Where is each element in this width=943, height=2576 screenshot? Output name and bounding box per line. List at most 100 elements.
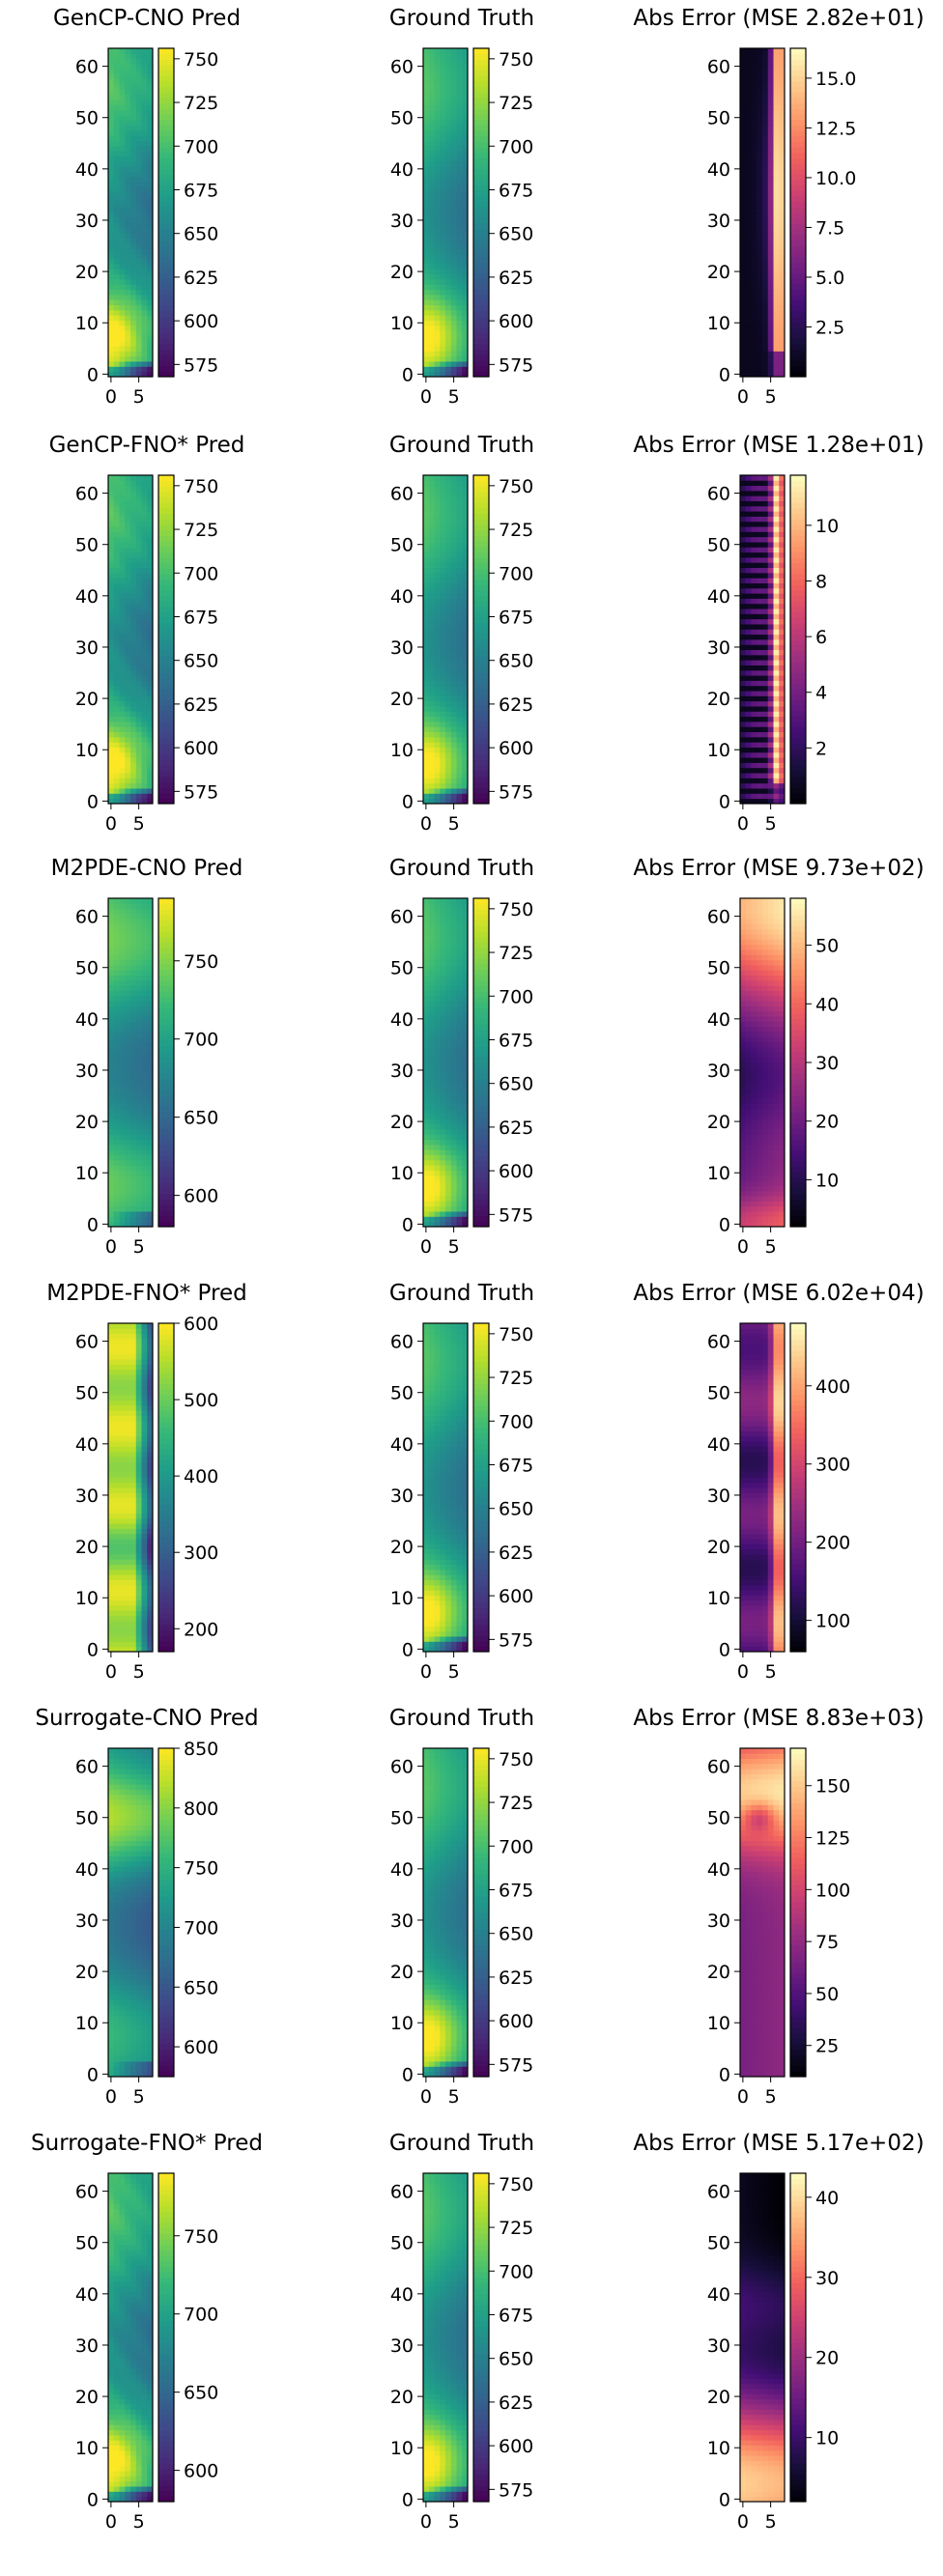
heatmap-cell — [740, 716, 747, 722]
heatmap-cell — [113, 767, 120, 774]
colorbar-segment — [158, 716, 174, 722]
heatmap-cell — [462, 1092, 469, 1099]
heatmap-cell — [745, 217, 752, 224]
heatmap-cell — [130, 1123, 137, 1130]
heatmap-cell — [147, 1190, 154, 1197]
colorbar-segment — [473, 278, 489, 285]
heatmap-cell — [745, 335, 752, 342]
heatmap-cell — [456, 773, 463, 778]
heatmap-cell — [762, 798, 769, 805]
heatmap-cell — [462, 980, 469, 986]
heatmap-cell — [434, 665, 441, 671]
heatmap-cell — [119, 603, 126, 609]
heatmap-cell — [141, 613, 148, 620]
heatmap-cell — [740, 58, 747, 65]
heatmap-cell — [450, 639, 457, 645]
heatmap-cell — [462, 778, 469, 784]
heatmap-cell — [462, 1118, 469, 1125]
heatmap-cell — [462, 94, 469, 100]
heatmap-cell — [762, 1149, 769, 1156]
heatmap-cell — [125, 629, 131, 636]
y-tick-label: 20 — [390, 1112, 414, 1133]
heatmap-cell — [423, 269, 430, 275]
y-tick-label: 10 — [707, 313, 730, 334]
heatmap-cell — [434, 788, 441, 794]
heatmap-cell — [434, 371, 441, 378]
heatmap-cell — [740, 572, 747, 579]
heatmap-cell — [450, 89, 457, 96]
heatmap-cell — [745, 557, 752, 563]
heatmap-cell — [119, 120, 126, 127]
heatmap-cell — [767, 145, 774, 152]
heatmap-cell — [745, 624, 752, 630]
heatmap-cell — [450, 1072, 457, 1079]
heatmap-cell — [762, 315, 769, 321]
colorbar-segment — [473, 1155, 489, 1162]
heatmap-cell — [125, 742, 131, 748]
heatmap-cell — [462, 182, 469, 187]
heatmap-cell — [119, 1010, 126, 1017]
heatmap-cell — [440, 731, 446, 738]
heatmap-cell — [119, 340, 126, 347]
heatmap-cell — [125, 939, 131, 946]
heatmap-frame — [422, 897, 469, 1228]
heatmap-cell — [113, 212, 120, 218]
heatmap-cell — [423, 934, 430, 940]
heatmap-cell — [135, 1190, 142, 1197]
heatmap-cell — [751, 767, 757, 774]
heatmap-cell — [434, 151, 441, 156]
heatmap-cell — [440, 135, 446, 142]
heatmap-cell — [141, 1041, 148, 1048]
heatmap-cell — [745, 94, 752, 100]
heatmap-cell — [135, 289, 142, 296]
colorbar-segment — [790, 48, 806, 55]
heatmap-cell — [740, 691, 747, 696]
heatmap-cell — [423, 1005, 430, 1012]
colorbar-segment — [158, 108, 174, 115]
heatmap-cell — [751, 572, 757, 579]
heatmap-cell — [762, 289, 769, 296]
heatmap-cell — [757, 69, 763, 74]
heatmap-cell — [456, 48, 463, 54]
heatmap-cell — [773, 99, 780, 105]
heatmap-cell — [740, 1190, 747, 1197]
colorbar-segment — [473, 628, 489, 635]
colorbar-segment — [473, 98, 489, 104]
heatmap-cell — [740, 207, 747, 213]
heatmap-cell — [767, 171, 774, 178]
heatmap-cell — [147, 335, 154, 342]
heatmap-cell — [751, 135, 757, 142]
heatmap-cell — [462, 1139, 469, 1146]
heatmap-cell — [113, 78, 120, 85]
heatmap-cell — [113, 1221, 120, 1228]
heatmap-cell — [456, 736, 463, 743]
colorbar-segment — [473, 694, 489, 700]
heatmap-cell — [745, 284, 752, 291]
colorbar-segment — [158, 114, 174, 121]
heatmap-cell — [450, 160, 457, 167]
heatmap-cell — [130, 1159, 137, 1166]
heatmap-cell — [113, 711, 120, 718]
heatmap-cell — [456, 1041, 463, 1048]
heatmap-cell — [141, 762, 148, 769]
heatmap-cell — [757, 361, 763, 367]
heatmap-cell — [147, 700, 154, 707]
colorbar-segment — [790, 256, 806, 263]
colorbar-segment — [790, 628, 806, 635]
heatmap-frame — [107, 897, 154, 1228]
heatmap-cell — [757, 156, 763, 162]
heatmap-cell — [113, 140, 120, 147]
heatmap-cell — [434, 1057, 441, 1063]
heatmap-cell — [773, 222, 780, 229]
heatmap-cell — [130, 587, 137, 594]
heatmap-cell — [456, 511, 463, 517]
colorbar-segment — [473, 1030, 489, 1036]
heatmap-cell — [762, 248, 769, 254]
heatmap-cell — [773, 598, 780, 605]
heatmap-cell — [740, 536, 747, 543]
heatmap-cell — [450, 1036, 457, 1043]
heatmap-cell — [108, 521, 115, 527]
heatmap-cell — [462, 985, 469, 992]
heatmap-cell — [456, 598, 463, 605]
